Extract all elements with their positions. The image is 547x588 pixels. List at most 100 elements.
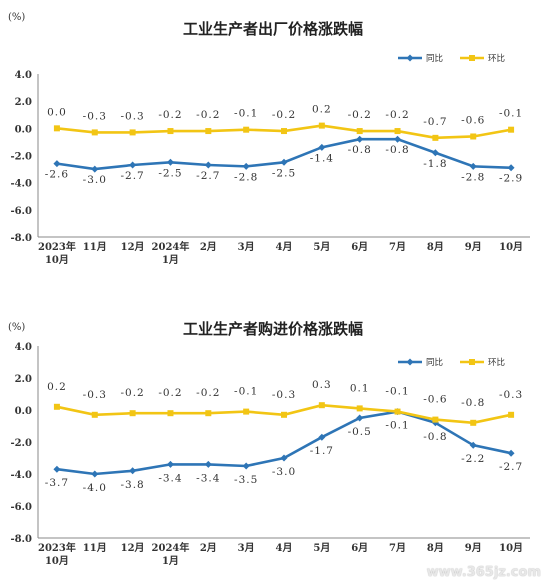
data-point [281,128,287,135]
y-axis: 4.0 2.0 0.0 -2.0 -4.0 -6.0 -8.0 [10,70,32,244]
x-tick-label: 8月 [427,542,444,554]
data-point [129,161,137,169]
data-label: -0.7 [423,116,447,128]
data-label: -0.3 [83,389,107,401]
data-point [432,416,439,423]
y-tick-label: -8.0 [10,233,32,244]
data-label: -3.4 [196,472,220,484]
data-point [470,133,477,140]
data-point [129,467,137,475]
data-point [508,411,515,418]
data-label: -0.2 [385,109,409,121]
data-label: 0.0 [47,106,67,118]
data-point [166,460,174,468]
data-label: -0.6 [461,114,485,126]
data-point [469,162,477,170]
site-watermark: www.365jz.com [426,565,541,580]
chart-title: 工业生产者购进价格涨跌幅 [183,320,363,338]
data-label: -0.3 [83,110,107,122]
data-point [356,405,363,412]
y-tick-label: 4.0 [15,70,32,81]
y-tick-label: -4.0 [10,470,32,481]
data-label: 0.2 [47,381,67,393]
data-label: -2.2 [461,453,485,465]
data-point [280,158,288,166]
x-tick-label: 2024年 1月 [152,240,190,266]
data-label: -2.9 [499,173,523,185]
data-label: -3.7 [45,477,69,489]
legend-label: 同比 [426,357,443,368]
legend-marker [469,55,475,61]
x-tick-label: 4月 [276,542,293,554]
chart-title: 工业生产者出厂价格涨跌幅 [183,20,363,38]
legend: 同比 环比 [398,53,505,64]
data-label: -1.8 [423,158,447,170]
series-环比: 0.2 -0.3 -0.2 -0.2 -0.2 -0.1 -0.3 0.3 0.1 -0.1 -0.… [47,379,523,426]
data-point [205,410,212,417]
data-point [129,410,136,417]
data-point [91,470,99,478]
y-tick-label: -2.0 [10,152,32,163]
data-label: 0.1 [350,382,370,394]
data-label: -3.0 [272,466,296,478]
data-point [204,460,212,468]
data-label: -0.1 [234,386,258,398]
data-point [243,126,250,133]
y-tick-label: -6.0 [10,206,32,217]
legend-marker [406,358,414,366]
data-label: -0.5 [348,426,372,438]
y-tick-label: -8.0 [10,534,32,545]
data-point [507,449,515,457]
y-tick-label: -6.0 [10,502,32,513]
x-tick-label: 2024年 1月 [152,541,190,567]
x-tick-label: 9月 [465,542,482,554]
data-point [166,158,174,166]
data-label: -1.7 [310,445,334,457]
data-label: -2.7 [499,461,523,473]
data-label: -2.5 [272,167,296,179]
x-tick-label: 3月 [238,241,255,253]
series-同比: -3.7 -4.0 -3.8 -3.4 -3.4 -3.5 -3.0 -1.7 -0.5 -0.1… [45,408,523,494]
x-tick-label: 2月 [200,241,217,253]
data-point [167,128,174,135]
data-point [280,454,288,462]
data-label: -0.8 [461,397,485,409]
y-tick-label: 0.0 [15,124,32,135]
x-tick-label: 12月 [121,542,145,554]
data-point [431,149,439,157]
legend-marker [406,54,414,62]
x-tick-label: 6月 [351,542,368,554]
data-point [318,402,325,409]
data-point [394,408,401,415]
data-label: -2.6 [45,169,69,181]
legend-marker [469,359,475,365]
x-tick-label: 3月 [238,542,255,554]
data-label: -3.5 [234,474,258,486]
data-label: -0.3 [499,389,523,401]
y-tick-label: 2.0 [15,374,32,385]
legend: 同比 环比 [398,357,505,368]
x-tick-label: 2023年 10月 [38,240,76,266]
data-label: -0.2 [272,109,296,121]
x-tick-label: 2023年 10月 [38,541,76,567]
data-point [53,125,60,132]
y-tick-label: -2.0 [10,438,32,449]
data-point [205,128,212,135]
data-label: -2.8 [461,171,485,183]
data-point [318,143,326,151]
legend-label: 同比 [426,53,443,64]
x-tick-label: 8月 [427,241,444,253]
chart-1: (%) 工业生产者出厂价格涨跌幅 4.0 2.0 0.0 -2.0 -4.0 -6.0 -8.0… [8,12,530,266]
data-point [53,403,60,410]
data-label: -4.0 [83,482,107,494]
x-axis: 2023年 10月 11月 12月 2024年 1月 2月 3月 4月 5月 6月 7月 8月 9月 10月 [38,240,523,266]
data-label: -0.2 [196,109,220,121]
data-point [53,160,61,168]
data-label: -0.1 [234,108,258,120]
data-label: 0.3 [312,379,332,391]
x-tick-label: 10月 [499,542,523,554]
data-label: -0.2 [158,387,182,399]
x-tick-label: 2月 [200,542,217,554]
data-label: -2.5 [158,167,182,179]
y-axis: 4.0 2.0 0.0 -2.0 -4.0 -6.0 -8.0 [10,342,32,545]
